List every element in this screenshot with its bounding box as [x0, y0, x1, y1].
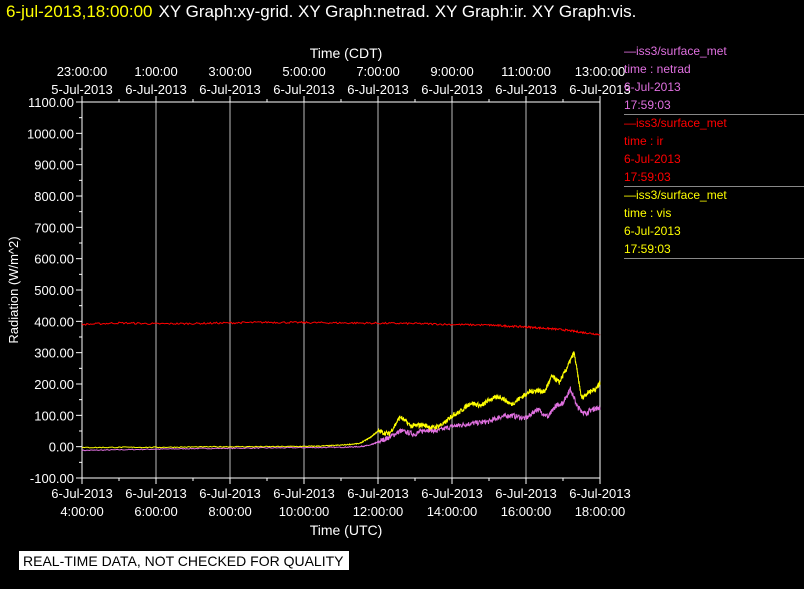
x-tick-label-date: 6-Jul-2013 [569, 486, 630, 501]
header-graph-titles: XY Graph:xy-grid. XY Graph:netrad. XY Gr… [158, 2, 637, 21]
legend-source: —iss3/surface_met [624, 116, 727, 130]
x-top-tick-label-time: 1:00:00 [134, 64, 177, 79]
x-tick-label-time: 10:00:00 [279, 504, 330, 519]
x-top-tick-label-date: 6-Jul-2013 [347, 82, 408, 97]
x-top-tick-label-time: 5:00:00 [282, 64, 325, 79]
y-axis-title: Radiation (W/m^2) [6, 236, 21, 343]
y-tick-label: 600.00 [34, 252, 74, 267]
y-tick-label: 400.00 [34, 314, 74, 329]
x-top-tick-label-date: 6-Jul-2013 [125, 82, 186, 97]
y-tick-label: 700.00 [34, 220, 74, 235]
x-axis-title: Time (UTC) [310, 522, 383, 538]
x-tick-label-date: 6-Jul-2013 [51, 486, 112, 501]
x-top-tick-label-time: 13:00:00 [575, 64, 626, 79]
x-top-tick-label-date: 6-Jul-2013 [199, 82, 260, 97]
grid-lines [155, 102, 527, 478]
quality-disclaimer: REAL-TIME DATA, NOT CHECKED FOR QUALITY [19, 551, 350, 570]
series-line [81, 351, 601, 449]
x-tick-label-time: 18:00:00 [575, 504, 626, 519]
legend-date: 6-Jul-2013 [624, 224, 681, 238]
x-tick-label-time: 8:00:00 [208, 504, 251, 519]
y-tick-label: 900.00 [34, 158, 74, 173]
x-axis-title-top: Time (CDT) [310, 45, 383, 61]
x-tick-label-time: 14:00:00 [427, 504, 478, 519]
y-tick-label: 1100.00 [28, 95, 74, 110]
x-top-tick-label-time: 7:00:00 [356, 64, 399, 79]
x-tick-label-time: 4:00:00 [60, 504, 103, 519]
legend-date: 6-Jul-2013 [624, 80, 681, 94]
y-tick-labels: -100.00 0.00 100.00 200.00 300.00 400.00 500.0… [27, 95, 74, 486]
y-tick-label: 1000.00 [27, 126, 74, 141]
legend-variable: time : vis [624, 206, 672, 220]
x-top-tick-label-date: 6-Jul-2013 [273, 82, 334, 97]
x-top-tick-label-time: 3:00:00 [208, 64, 251, 79]
series-line [81, 320, 601, 336]
series-line [81, 386, 601, 452]
x-tick-label-date: 6-Jul-2013 [273, 486, 334, 501]
x-top-tick-label-time: 23:00:00 [57, 64, 108, 79]
legend-time: 17:59:03 [624, 168, 804, 187]
legend-netrad: —iss3/surface_met time : netrad 6-Jul-20… [624, 42, 804, 115]
legend-source: —iss3/surface_met [624, 44, 727, 58]
x-tick-label-time: 12:00:00 [353, 504, 404, 519]
y-tick-label: 0.00 [49, 440, 74, 455]
x-tick-label-time: 16:00:00 [501, 504, 552, 519]
y-tick-label: 800.00 [34, 189, 74, 204]
tick-marks [76, 96, 601, 484]
x-tick-label-date: 6-Jul-2013 [199, 486, 260, 501]
x-top-tick-label-time: 11:00:00 [501, 64, 551, 79]
x-tick-label-time: 6:00:00 [134, 504, 177, 519]
x-tick-labels: 6-Jul-2013 4:00:00 23:00:00 5-Jul-2013 6-Jul… [51, 64, 630, 519]
legend-variable: time : netrad [624, 62, 691, 76]
legend-ir: —iss3/surface_met time : ir 6-Jul-2013 1… [624, 114, 804, 187]
legend-variable: time : ir [624, 134, 664, 148]
legend-vis: —iss3/surface_met time : vis 6-Jul-2013 … [624, 186, 804, 259]
x-top-tick-label-date: 6-Jul-2013 [569, 82, 630, 97]
x-top-tick-label-time: 9:00:00 [430, 64, 473, 79]
y-tick-label: 300.00 [34, 346, 74, 361]
header-timestamp: 6-jul-2013,18:00:00 [6, 2, 153, 21]
header: 6-jul-2013,18:00:00 XY Graph:xy-grid. XY … [6, 2, 636, 22]
x-top-tick-label-date: 5-Jul-2013 [51, 82, 112, 97]
y-tick-label: 100.00 [34, 408, 74, 423]
y-tick-label: 500.00 [34, 283, 74, 298]
data-series [81, 320, 601, 452]
legend-time: 17:59:03 [624, 240, 804, 259]
x-tick-label-date: 6-Jul-2013 [495, 486, 556, 501]
legend-date: 6-Jul-2013 [624, 152, 681, 166]
y-tick-label: -100.00 [30, 471, 74, 486]
legend-time: 17:59:03 [624, 96, 804, 115]
legend-source: —iss3/surface_met [624, 188, 727, 202]
x-tick-label-date: 6-Jul-2013 [125, 486, 186, 501]
y-tick-label: 200.00 [34, 377, 74, 392]
x-tick-label-date: 6-Jul-2013 [347, 486, 408, 501]
plot-frame [81, 101, 601, 479]
x-top-tick-label-date: 6-Jul-2013 [495, 82, 556, 97]
x-top-tick-label-date: 6-Jul-2013 [421, 82, 482, 97]
x-tick-label-date: 6-Jul-2013 [421, 486, 482, 501]
